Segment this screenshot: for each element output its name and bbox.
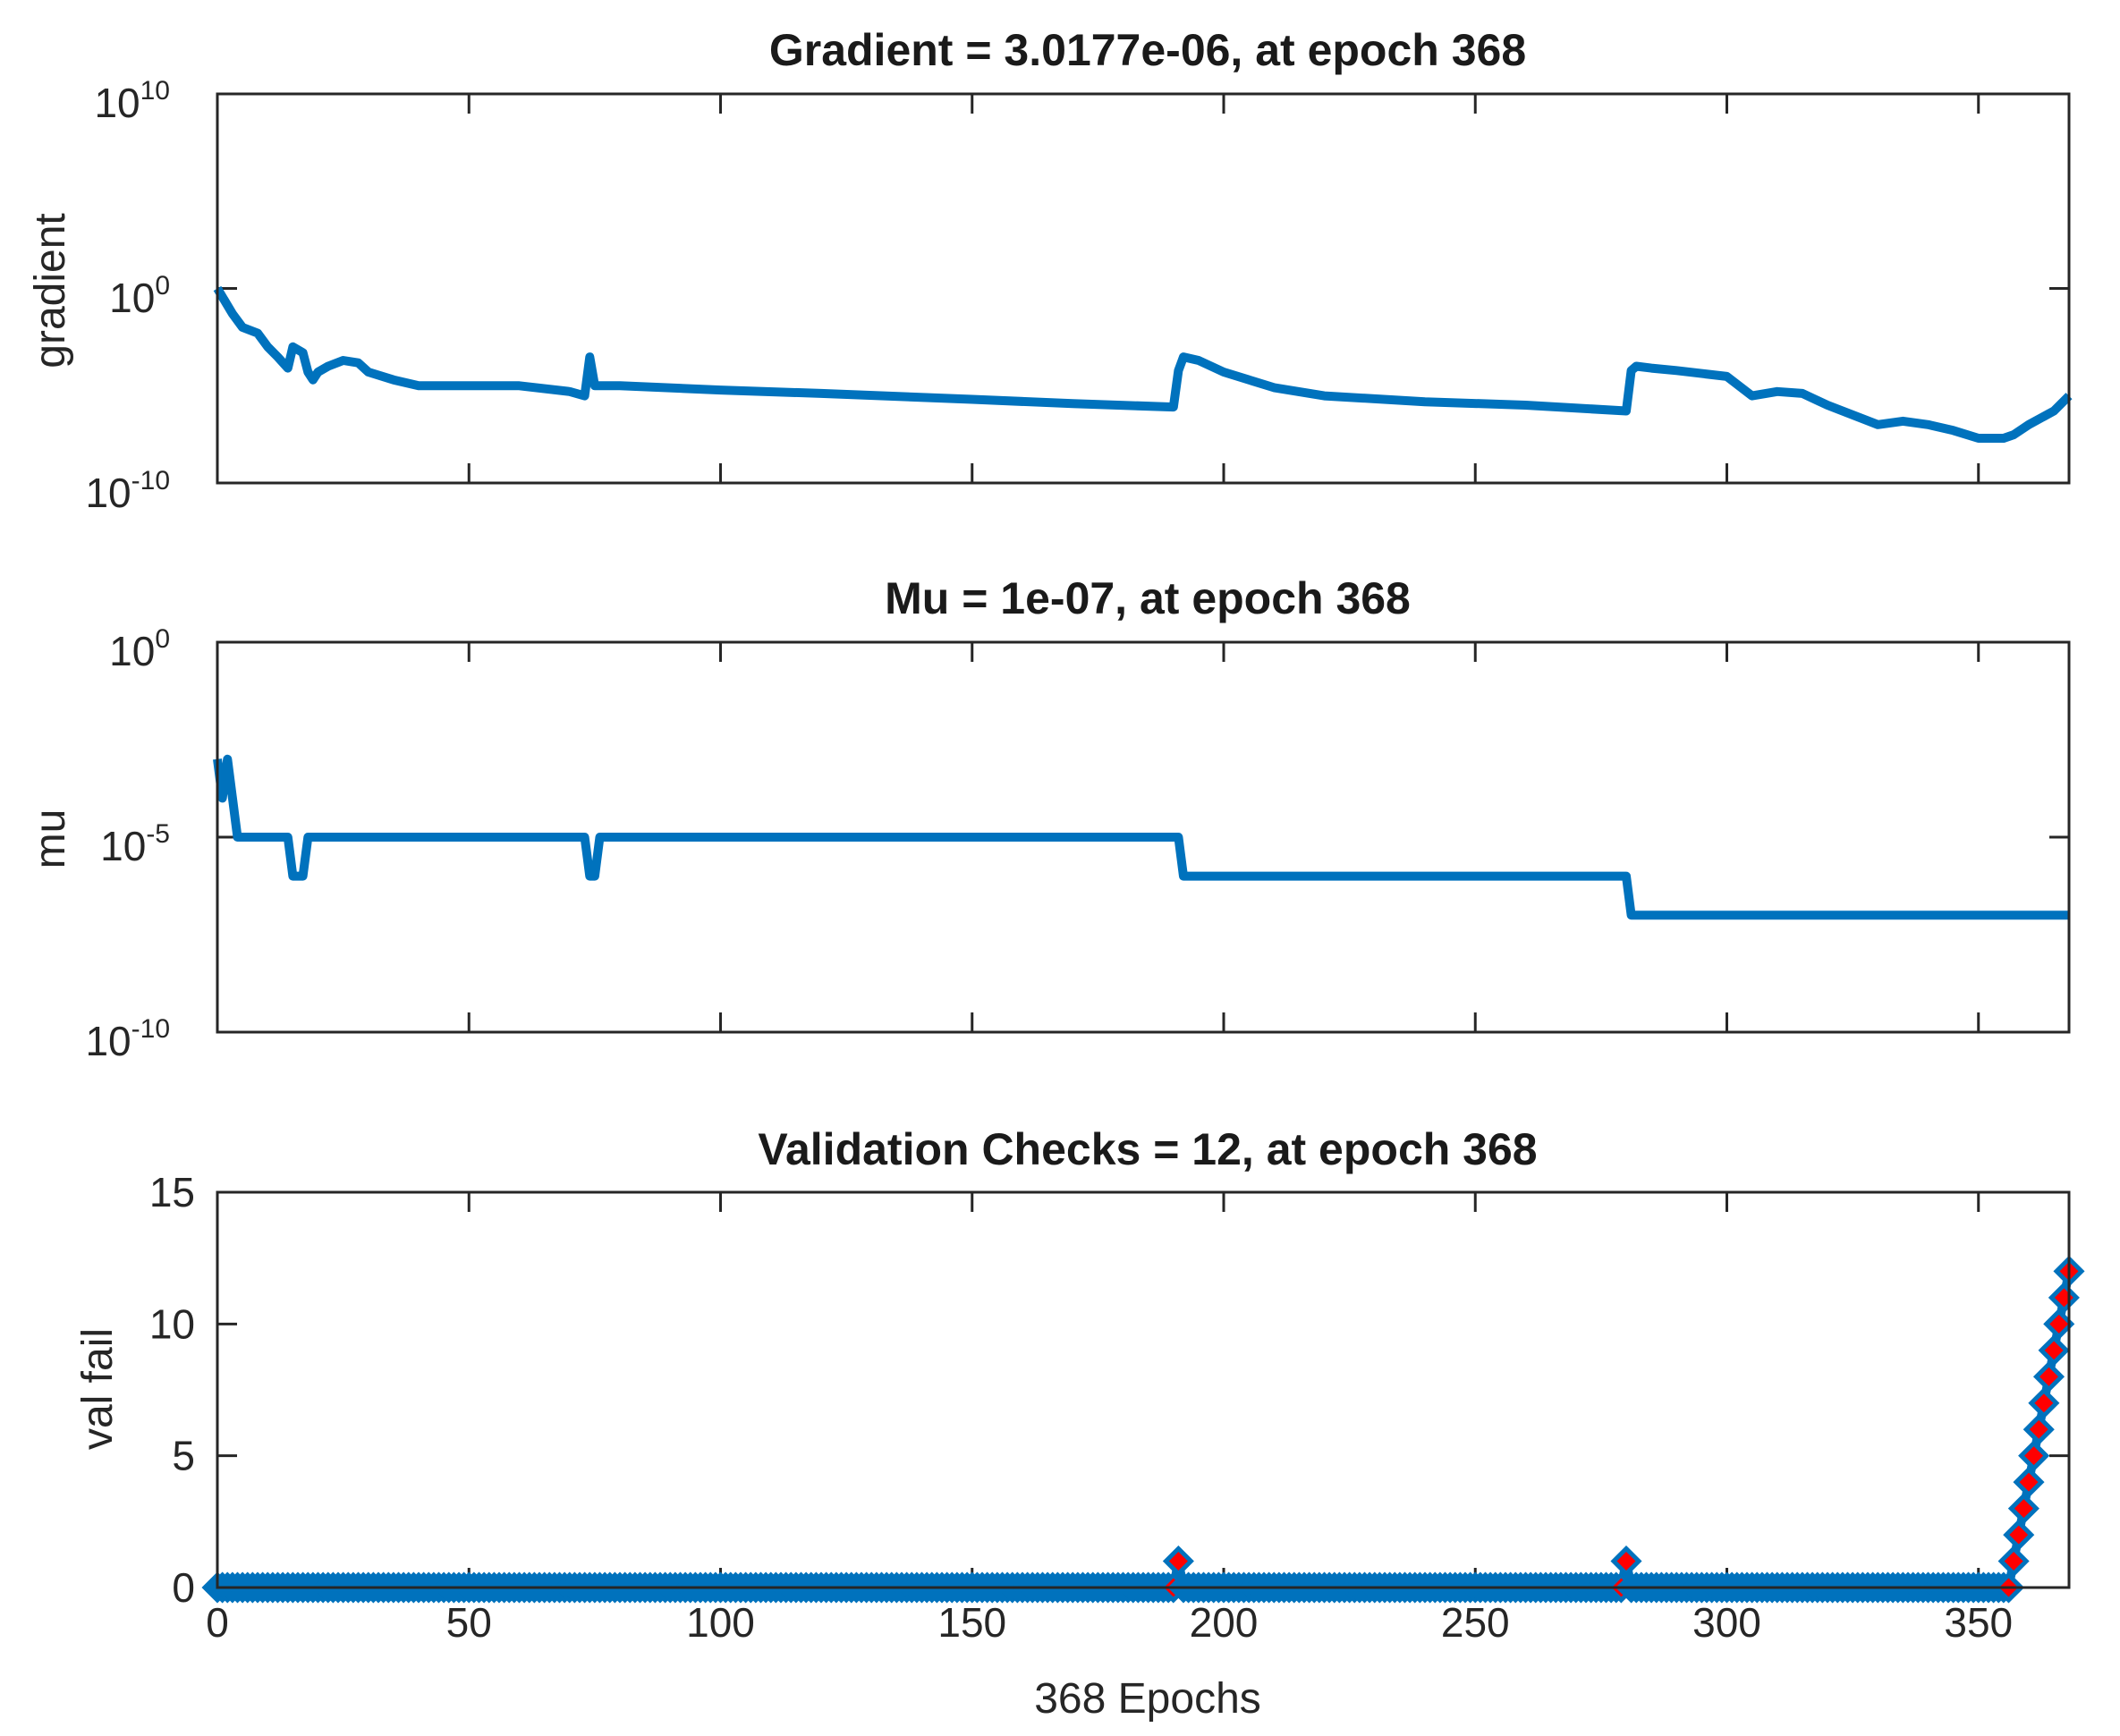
mu-y-axis-label: mu bbox=[27, 809, 74, 869]
gradient-axes-box bbox=[216, 92, 2071, 485]
data-point-marker bbox=[2048, 1282, 2080, 1314]
gradient-y-tick-label: 1010 bbox=[94, 76, 170, 126]
data-point-marker bbox=[2038, 1334, 2070, 1367]
data-point-marker bbox=[2018, 1440, 2050, 1472]
y-tick-label: 10 bbox=[149, 1300, 195, 1347]
val-fail-x-tick-labels: 0 50 100 150 200 250 300 350 bbox=[206, 1599, 2013, 1646]
gradient-plot-area bbox=[217, 94, 2069, 483]
data-point-marker bbox=[2028, 1387, 2060, 1419]
val-fail-panel: Validation Checks = 12, at epoch 368 val… bbox=[74, 1124, 2085, 1723]
gradient-panel: Gradient = 3.0177e-06, at epoch 368 grad… bbox=[27, 25, 2073, 516]
x-tick-label: 50 bbox=[446, 1599, 492, 1646]
mu-y-tick-label: 10-5 bbox=[100, 819, 170, 869]
mu-series bbox=[213, 754, 2069, 920]
gradient-y-axis-label: gradient bbox=[27, 213, 74, 368]
mu-y-tick-label: 100 bbox=[109, 624, 170, 674]
data-point-marker bbox=[1610, 1545, 1642, 1578]
data-point-marker bbox=[2043, 1308, 2075, 1340]
val-fail-axes-box bbox=[216, 1190, 2071, 1589]
gradient-y-tick-labels: 10-10 100 1010 bbox=[85, 76, 170, 516]
data-point-marker bbox=[2022, 1413, 2055, 1445]
gradient-title: Gradient = 3.0177e-06, at epoch 368 bbox=[769, 25, 1526, 75]
x-tick-label: 250 bbox=[1441, 1599, 1510, 1646]
gradient-y-tick-label: 100 bbox=[109, 271, 170, 321]
x-tick-label: 150 bbox=[937, 1599, 1006, 1646]
x-tick-label: 200 bbox=[1190, 1599, 1259, 1646]
val-fail-title: Validation Checks = 12, at epoch 368 bbox=[758, 1124, 1537, 1174]
gradient-series bbox=[213, 285, 2073, 443]
data-point-marker bbox=[2013, 1466, 2045, 1498]
gradient-y-tick-label: 10-10 bbox=[85, 466, 170, 516]
x-axis-label: 368 Epochs bbox=[1034, 1675, 1261, 1723]
val-fail-y-tick-labels: 0 5 10 15 bbox=[149, 1169, 195, 1611]
x-tick-label: 0 bbox=[206, 1599, 229, 1646]
x-tick-label: 350 bbox=[1944, 1599, 2013, 1646]
mu-axes-box bbox=[216, 640, 2071, 1034]
val-fail-series bbox=[201, 1255, 2085, 1604]
y-tick-label: 0 bbox=[172, 1564, 195, 1611]
mu-title: Mu = 1e-07, at epoch 368 bbox=[885, 573, 1411, 623]
data-point-marker bbox=[2007, 1493, 2039, 1525]
series-line bbox=[213, 754, 2069, 920]
data-point-marker bbox=[1997, 1545, 2030, 1578]
mu-panel: Mu = 1e-07, at epoch 368 mu 10-10 10-5 1… bbox=[27, 573, 2071, 1064]
series-line bbox=[213, 285, 2073, 443]
y-tick-label: 5 bbox=[172, 1433, 195, 1479]
x-tick-label: 300 bbox=[1692, 1599, 1761, 1646]
val-fail-y-axis-label: val fail bbox=[74, 1328, 122, 1450]
val-fail-plot-area bbox=[217, 1192, 2069, 1588]
data-point-marker bbox=[2003, 1519, 2035, 1551]
mu-y-tick-labels: 10-10 10-5 100 bbox=[85, 624, 170, 1064]
data-point-marker bbox=[2032, 1360, 2065, 1393]
data-point-marker bbox=[1162, 1545, 1194, 1578]
y-tick-label: 15 bbox=[149, 1169, 195, 1215]
mu-y-tick-label: 10-10 bbox=[85, 1014, 170, 1064]
x-tick-label: 100 bbox=[686, 1599, 755, 1646]
